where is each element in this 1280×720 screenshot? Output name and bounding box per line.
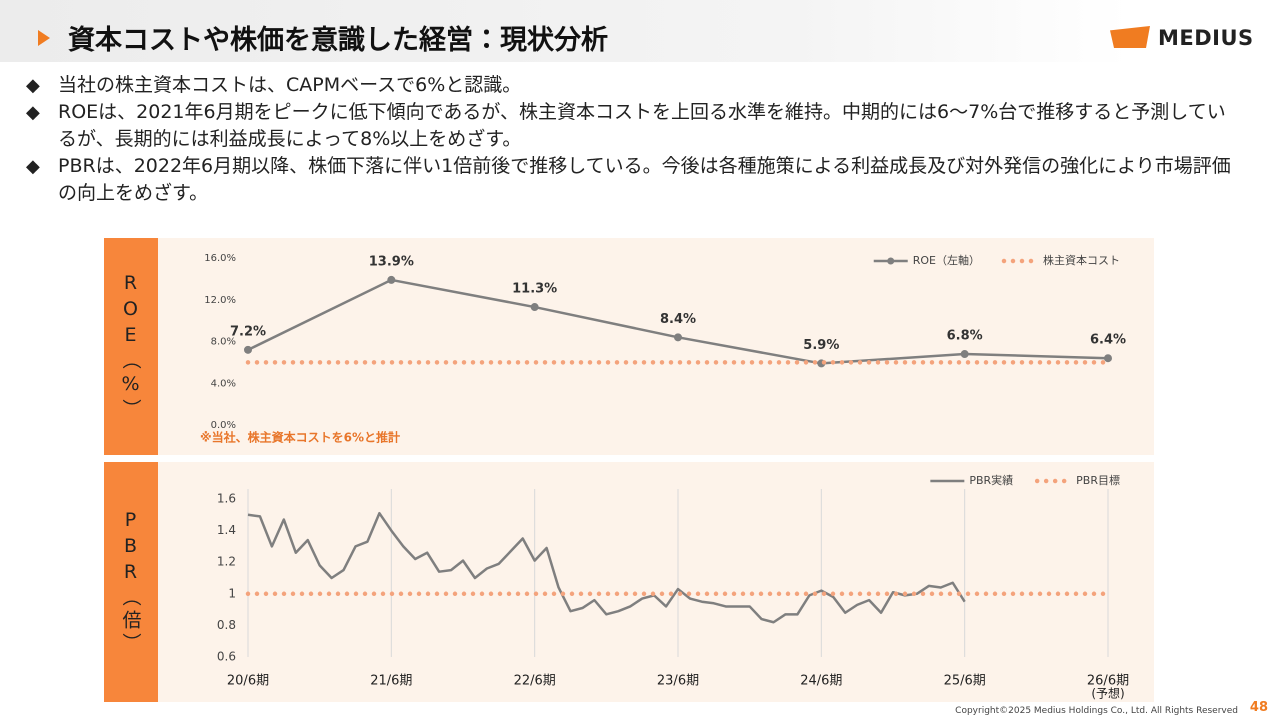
y-tick-label: 0.0% [211,420,236,431]
roe-panel [158,238,1154,455]
legend-label: ROE（左軸） [913,253,980,267]
annotation: ※当社、株主資本コストを6%と推計 [200,430,400,445]
y-tick-label: 1 [228,586,236,600]
legend-label: 株主資本コスト [1043,253,1120,267]
logo-mark [1110,26,1150,48]
data-point [960,350,969,359]
bullet: 当社の株主資本コストは、CAPMベースで6%と認識。 [26,72,1241,99]
y-tick-label: 1.6 [217,492,236,506]
x-tick-label: 26/6期 [1087,674,1129,689]
y-tick-label: 4.0% [211,378,236,389]
data-point [1104,354,1112,363]
page-number: 48 [1249,700,1268,715]
y-tick-label: 8.0% [211,337,236,348]
header-bar [0,0,1130,62]
y-tick-label: 1.2 [217,555,236,569]
x-tick-label: 21/6期 [370,674,412,689]
data-point [244,345,252,354]
logo: MEDIUS [1158,26,1254,50]
y-tick-label: 0.8 [217,618,236,632]
pbr-panel [158,462,1154,702]
axis-label-text: PBR（倍） [119,508,142,656]
y-tick-label: 16.0% [204,253,236,264]
bullet-list: 当社の株主資本コストは、CAPMベースで6%と認識。 ROEは、2021年6月期… [26,72,1241,207]
legend-label: PBR実績 [969,473,1013,487]
x-tick-label: 22/6期 [514,674,556,689]
value-label: 6.8% [947,329,983,344]
legend-label: PBR目標 [1076,473,1120,487]
x-tick-label: 20/6期 [227,674,269,689]
x-note: (予想) [1091,686,1124,701]
x-tick-label: 23/6期 [657,674,699,689]
value-label: 13.9% [369,254,414,269]
data-point [674,333,682,342]
value-label: 8.4% [660,312,696,327]
x-tick-label: 25/6期 [944,674,986,689]
x-tick-label: 24/6期 [800,674,842,689]
data-line [247,511,966,624]
y-tick-label: 1.4 [217,523,236,537]
data-point [387,275,396,284]
roe-axis-label: ROE（%） [104,238,158,455]
bullet: PBRは、2022年6月期以降、株価下落に伴い1倍前後で推移している。今後は各種… [26,153,1241,207]
slide-title: 資本コストや株価を意識した経営：現状分析 [68,25,608,56]
value-label: 5.9% [803,338,839,353]
legend-marker [887,257,895,265]
y-tick-label: 12.0% [204,295,236,306]
pbr-axis-label: PBR（倍） [104,462,158,702]
copyright: Copyright©2025 Medius Holdings Co., Ltd.… [955,706,1238,716]
bullet: ROEは、2021年6月期をピークに低下傾向であるが、株主資本コストを上回る水準… [26,99,1241,153]
y-tick-label: 0.6 [217,650,236,664]
value-label: 11.3% [512,282,557,297]
value-label: 7.2% [230,324,266,339]
header-arrow [38,30,50,46]
axis-label-text: ROE（%） [119,271,142,422]
value-label: 6.4% [1090,333,1126,348]
data-point [530,303,539,312]
